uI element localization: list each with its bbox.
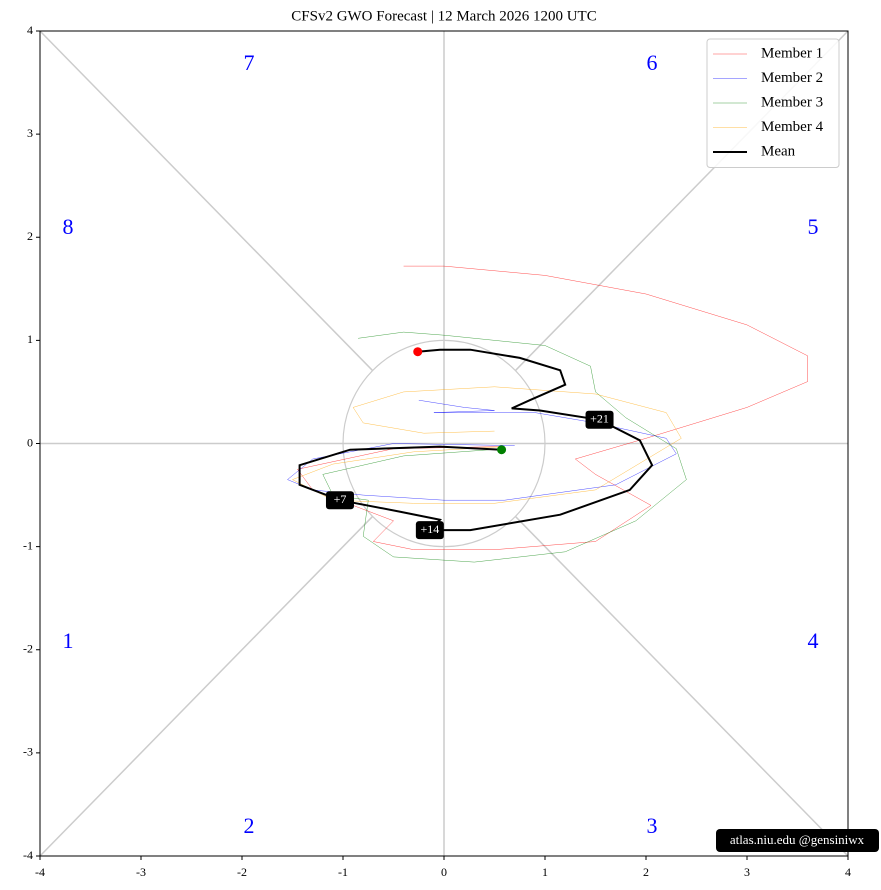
y-tick-label: -2 xyxy=(23,642,33,656)
x-tick-label: 1 xyxy=(542,865,548,879)
y-tick-label: 1 xyxy=(27,332,33,346)
day-label-box xyxy=(585,410,614,429)
phase-label: 3 xyxy=(647,813,658,838)
legend-label: Member 2 xyxy=(761,70,823,86)
legend-box xyxy=(706,38,840,168)
y-tick-label: -4 xyxy=(23,848,33,862)
phase-label: 7 xyxy=(244,50,255,75)
day-label: +21 xyxy=(590,412,609,426)
series-line xyxy=(298,348,654,532)
y-tick-label: 0 xyxy=(27,435,33,449)
end-dot xyxy=(413,347,423,357)
x-tick-label: -4 xyxy=(35,865,45,879)
phase-label: 1 xyxy=(63,628,74,653)
legend-label: Member 1 xyxy=(761,45,823,61)
y-tick-label: 2 xyxy=(27,229,33,243)
x-tick-label: 2 xyxy=(643,865,649,879)
phase-label: 6 xyxy=(647,50,658,75)
x-tick-label: -1 xyxy=(338,865,348,879)
legend-label: Member 4 xyxy=(761,119,824,135)
y-tick-label: -1 xyxy=(23,538,33,552)
phase-label: 5 xyxy=(808,214,819,239)
phase-label: 2 xyxy=(244,813,255,838)
y-tick-label: -3 xyxy=(23,745,33,759)
x-tick-label: -2 xyxy=(237,865,247,879)
day-label: +14 xyxy=(420,522,439,536)
x-tick-label: 0 xyxy=(441,865,447,879)
guide xyxy=(39,515,374,857)
start-dot xyxy=(497,445,507,455)
guide xyxy=(39,30,374,372)
legend-label: Mean xyxy=(761,143,796,159)
legend-label: Member 3 xyxy=(761,94,823,110)
day-label-box xyxy=(415,521,444,540)
y-tick-label: 4 xyxy=(27,23,33,37)
guide xyxy=(514,515,849,857)
phase-label: 8 xyxy=(63,214,74,239)
watermark: atlas.niu.edu @gensiniwx xyxy=(730,832,865,847)
series-line xyxy=(287,399,677,501)
x-tick-label: 4 xyxy=(845,865,851,879)
phase-label: 4 xyxy=(808,628,819,653)
chart-title: CFSv2 GWO Forecast | 12 March 2026 1200 … xyxy=(291,8,596,24)
day-label: +7 xyxy=(334,492,347,506)
day-label-box xyxy=(325,491,354,510)
y-tick-label: 3 xyxy=(27,126,33,140)
x-tick-label: -3 xyxy=(136,865,146,879)
series-line xyxy=(291,386,682,504)
watermark-box xyxy=(716,829,879,852)
unit-circle xyxy=(342,339,546,548)
x-tick-label: 3 xyxy=(744,865,750,879)
